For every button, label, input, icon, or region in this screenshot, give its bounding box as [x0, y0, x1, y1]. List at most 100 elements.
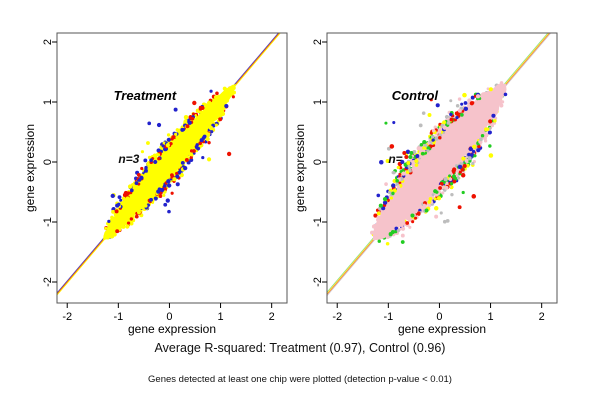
scatter-point	[134, 181, 139, 186]
x-axis: -2 -1 0 1 2 gene expression	[332, 303, 545, 336]
scatter-point	[215, 91, 219, 96]
scatter-point	[416, 146, 421, 151]
scatter-point	[167, 183, 172, 188]
scatter-point	[457, 164, 463, 170]
scatter-point	[454, 111, 459, 116]
scatter-point	[206, 132, 210, 136]
scatter-point	[167, 209, 171, 214]
scatter-point	[448, 174, 452, 178]
scatter-point	[222, 107, 226, 111]
scatter-point	[171, 135, 176, 140]
scatter-point	[143, 203, 148, 208]
scatter-point	[488, 153, 494, 158]
scatter-point	[420, 151, 425, 156]
scatter-point	[370, 230, 375, 235]
scatter-point	[394, 226, 399, 231]
scatter-point	[449, 182, 454, 186]
scatter-point	[178, 133, 182, 137]
scatter-point	[198, 105, 203, 110]
scatter-point	[163, 187, 167, 191]
scatter-point	[190, 116, 195, 121]
scatter-point	[434, 136, 439, 141]
scatter-point	[469, 101, 474, 106]
scatter-point	[126, 191, 130, 196]
y-tick-label: 2	[312, 39, 324, 45]
scatter-point	[461, 190, 465, 195]
scatter-point	[414, 163, 419, 167]
x-tick-label: 1	[217, 311, 223, 323]
scatter-point	[462, 92, 467, 98]
panel-title: Control	[392, 88, 439, 103]
scatter-point	[153, 196, 158, 201]
scatter-point	[382, 200, 388, 205]
scatter-point	[179, 172, 184, 178]
scatter-point	[147, 155, 152, 160]
scatter-point	[210, 130, 214, 134]
scatter-point	[390, 229, 395, 235]
scatter-point	[231, 95, 235, 99]
scatter-point	[194, 145, 199, 150]
plot-area	[327, 33, 552, 297]
annotation-overlap-points	[400, 150, 420, 165]
scatter-point	[445, 219, 450, 223]
scatter-point	[157, 156, 161, 161]
scatter-point	[459, 161, 464, 166]
scatter-point	[426, 149, 430, 153]
scatter-point	[125, 224, 130, 229]
scatter-point	[110, 216, 115, 221]
scatter-point	[422, 140, 427, 145]
n-annotation: n=	[388, 152, 402, 166]
scatter-point	[166, 137, 171, 142]
scatter-point	[475, 99, 479, 104]
scatter-point	[465, 163, 470, 168]
detection-note-text: Genes detected at least one chip were pl…	[148, 374, 452, 385]
scatter-point	[144, 166, 148, 170]
scatter-point	[476, 148, 481, 153]
scatter-point	[446, 121, 451, 125]
scatter-point	[449, 112, 453, 117]
scatter-point	[404, 155, 409, 159]
scatter-point	[401, 171, 406, 176]
scatter-point	[189, 158, 194, 162]
scatter-point	[433, 206, 439, 211]
scatter-point	[418, 123, 423, 128]
y-tick-label: 2	[42, 39, 54, 45]
scatter-point	[456, 176, 461, 180]
scatter-point	[172, 177, 177, 182]
scatter-point	[493, 119, 497, 123]
scatter-point	[175, 174, 180, 179]
scatter-point	[139, 205, 143, 209]
scatter-point	[462, 163, 467, 169]
scatter-point	[441, 191, 445, 195]
scatter-point	[205, 136, 210, 142]
scatter-point	[207, 140, 211, 145]
scatter-point	[402, 151, 407, 155]
scatter-point	[156, 122, 162, 128]
scatter-point	[472, 144, 477, 149]
scatter-point	[389, 196, 393, 200]
scatter-point	[436, 196, 442, 201]
scatter-point	[198, 141, 203, 146]
scatter-point	[421, 156, 425, 160]
scatter-point	[187, 119, 191, 124]
scatter-point	[140, 150, 145, 154]
scatter-point	[376, 211, 381, 216]
x-tick-label: -2	[332, 311, 342, 323]
scatter-point	[499, 81, 504, 85]
scatter-point	[391, 191, 395, 196]
scatter-point	[468, 146, 473, 152]
scatter-point	[428, 196, 433, 201]
scatter-point	[376, 193, 381, 198]
scatter-point	[431, 138, 435, 142]
scatter-point	[185, 124, 190, 129]
scatter-point	[149, 158, 153, 163]
y-axis: -2 -1 0 1 2 gene expression	[293, 39, 327, 287]
scatter-point	[208, 125, 214, 130]
scatter-point	[131, 214, 135, 218]
scatter-point	[156, 189, 161, 194]
scatter-point	[439, 181, 444, 186]
scatter-point	[408, 225, 412, 229]
scatter-point	[160, 187, 165, 193]
scatter-point	[385, 241, 390, 246]
scatter-point	[140, 166, 144, 171]
